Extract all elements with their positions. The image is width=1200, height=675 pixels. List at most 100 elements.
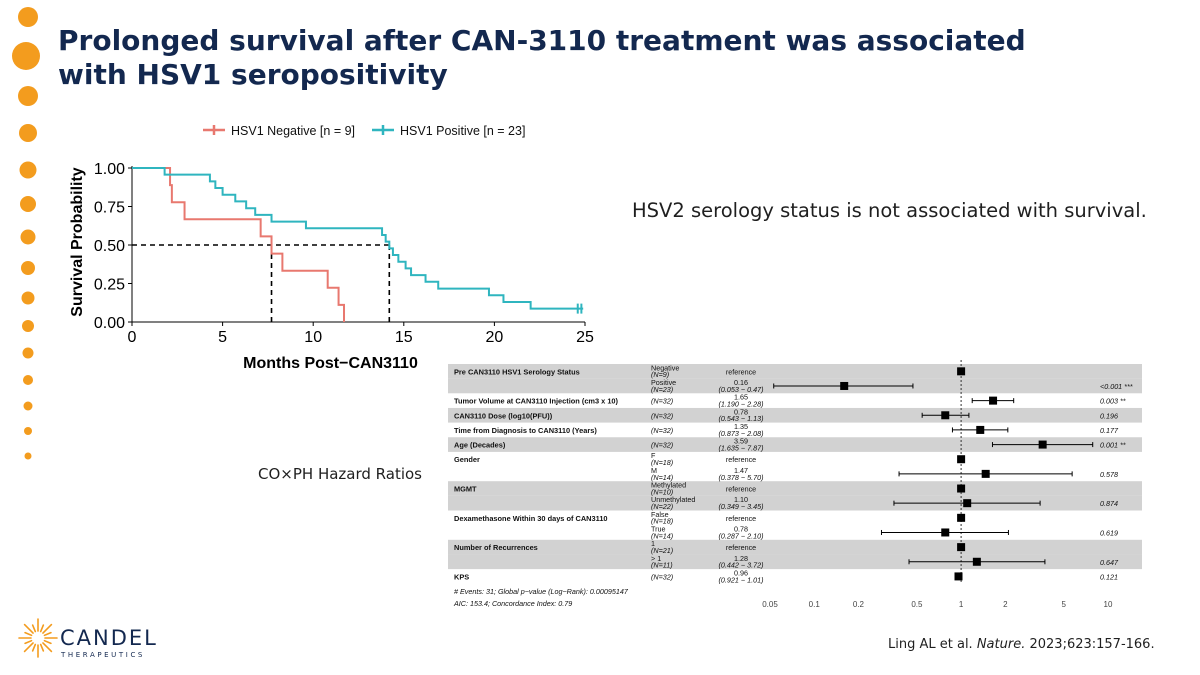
- kaplan-meier-chart: HSV1 Negative [n = 9] HSV1 Positive [n = …: [69, 124, 594, 370]
- decorative-dot: [23, 401, 33, 411]
- row-band: [448, 554, 1142, 570]
- forest-hr-label: 1.65: [734, 393, 748, 402]
- forest-hr-label: 0.16: [734, 378, 748, 387]
- forest-x-tick-label: 5: [1062, 600, 1067, 609]
- forest-variable-label: KPS: [454, 572, 469, 581]
- x-tick-label: 20: [486, 329, 504, 346]
- forest-point: [963, 499, 972, 508]
- sunburst-ray: [43, 639, 52, 645]
- x-tick-label: 15: [395, 329, 413, 346]
- decorative-dot: [21, 261, 35, 275]
- citation-details: 2023;623:157-166.: [1029, 637, 1155, 652]
- forest-level-label: False: [651, 510, 669, 519]
- decorative-dot: [23, 375, 33, 385]
- chart-legend: HSV1 Negative [n = 9] HSV1 Positive [n = …: [203, 124, 525, 138]
- forest-p-value: 0.177: [1100, 426, 1119, 435]
- forest-point: [989, 396, 998, 405]
- forest-hr-label: reference: [726, 367, 756, 376]
- forest-ci-label: (0.442 − 3.72): [719, 561, 764, 570]
- forest-level-label: Negative: [651, 363, 679, 372]
- forest-point: [972, 557, 981, 566]
- forest-footnote: AIC: 153.4; Concordance Index: 0.79: [453, 599, 572, 608]
- forest-hr-label: 1.10: [734, 495, 748, 504]
- forest-reference-point: [957, 455, 966, 464]
- forest-variable-label: MGMT: [454, 485, 477, 494]
- forest-x-tick-label: 2: [1003, 600, 1008, 609]
- row-band: [448, 364, 1142, 379]
- forest-x-tick-label: 1: [959, 600, 964, 609]
- forest-point: [954, 572, 963, 581]
- forest-variable-label: Gender: [454, 455, 480, 464]
- forest-reference-point: [957, 484, 966, 493]
- forest-level-label: Methylated: [651, 481, 686, 490]
- y-tick-label: 0.00: [94, 315, 125, 332]
- sunburst-ray: [24, 639, 33, 645]
- forest-ci-label: (0.349 − 3.45): [719, 502, 764, 511]
- citation: Ling AL et al. Nature. 2023;623:157-166.: [888, 637, 1155, 652]
- forest-hr-label: 3.59: [734, 437, 748, 446]
- citation-authors: Ling AL et al.: [888, 637, 973, 652]
- forest-hr-label: 1.47: [734, 466, 748, 475]
- forest-point: [981, 469, 990, 478]
- decorative-dot-column: [12, 7, 40, 460]
- forest-level-label: > 1: [651, 554, 661, 563]
- forest-variable-label: Pre CAN3110 HSV1 Serology Status: [454, 367, 580, 376]
- forest-hr-label: reference: [726, 455, 756, 464]
- y-axis-label: Survival Probability: [69, 167, 86, 316]
- sunburst-ray: [31, 643, 37, 652]
- forest-p-value: 0.001 **: [1100, 441, 1126, 450]
- sunburst-ray: [24, 631, 33, 637]
- forest-x-tick-label: 0.5: [911, 600, 923, 609]
- decorative-dot: [22, 347, 34, 359]
- forest-ci-label: (0.873 − 2.08): [719, 429, 764, 438]
- forest-p-value: 0.619: [1100, 528, 1118, 537]
- forest-n-label: (N=14): [651, 473, 673, 482]
- sunburst-ray: [42, 642, 53, 653]
- forest-n-label: (N=9): [651, 370, 669, 379]
- forest-hr-label: reference: [726, 485, 756, 494]
- forest-ci-label: (1.190 − 2.28): [719, 400, 764, 409]
- forest-hr-label: reference: [726, 543, 756, 552]
- forest-n-label: (N=18): [651, 517, 673, 526]
- forest-plot: Pre CAN3110 HSV1 Serology Status Negative…: [448, 360, 1142, 609]
- logo-tagline: THERAPEUTICS: [60, 651, 145, 659]
- sunburst-ray: [42, 623, 53, 634]
- forest-level-label: M: [651, 466, 657, 475]
- x-tick-label: 5: [218, 329, 227, 346]
- forest-hr-label: 0.96: [734, 568, 748, 577]
- forest-hr-label: 1.28: [734, 554, 748, 563]
- forest-variable-label: Time from Diagnosis to CAN3110 (Years): [454, 426, 597, 435]
- decorative-dot: [24, 452, 32, 460]
- forest-variable-label: Tumor Volume at CAN3110 Injection (cm3 x…: [454, 397, 619, 406]
- decorative-dot: [20, 196, 36, 212]
- row-band: [448, 539, 1142, 555]
- forest-p-value: 0.121: [1100, 572, 1118, 581]
- legend-label: HSV1 Negative [n = 9]: [231, 124, 355, 138]
- sunburst-ray: [23, 623, 34, 634]
- forest-p-value: 0.874: [1100, 499, 1118, 508]
- decorative-dot: [18, 86, 38, 106]
- sunburst-ray: [31, 624, 37, 633]
- sunburst-ray: [39, 643, 45, 652]
- forest-ci-label: (0.543 − 1.13): [719, 414, 764, 423]
- forest-n-label: (N=32): [651, 397, 673, 406]
- decorative-dot: [12, 42, 40, 70]
- forest-point: [976, 425, 985, 434]
- forest-n-label: (N=18): [651, 458, 673, 467]
- survival-curve-positive: [132, 167, 584, 310]
- decorative-dot: [21, 291, 35, 305]
- forest-ci-label: (0.287 − 2.10): [719, 531, 764, 540]
- forest-ci-label: (0.921 − 1.01): [719, 575, 764, 584]
- forest-n-label: (N=23): [651, 385, 673, 394]
- forest-caption: CO×PH Hazard Ratios: [258, 465, 422, 483]
- forest-n-label: (N=32): [651, 411, 673, 420]
- forest-variable-label: Number of Recurrences: [454, 543, 538, 552]
- y-tick-label: 0.75: [94, 200, 125, 217]
- y-tick-label: 1.00: [94, 161, 125, 178]
- row-band: [448, 437, 1142, 452]
- x-tick-label: 0: [128, 329, 137, 346]
- decorative-dot: [24, 427, 32, 435]
- forest-point: [941, 528, 950, 537]
- candel-logo: CANDEL THERAPEUTICS: [18, 618, 156, 659]
- forest-p-value: <0.001 ***: [1100, 382, 1133, 391]
